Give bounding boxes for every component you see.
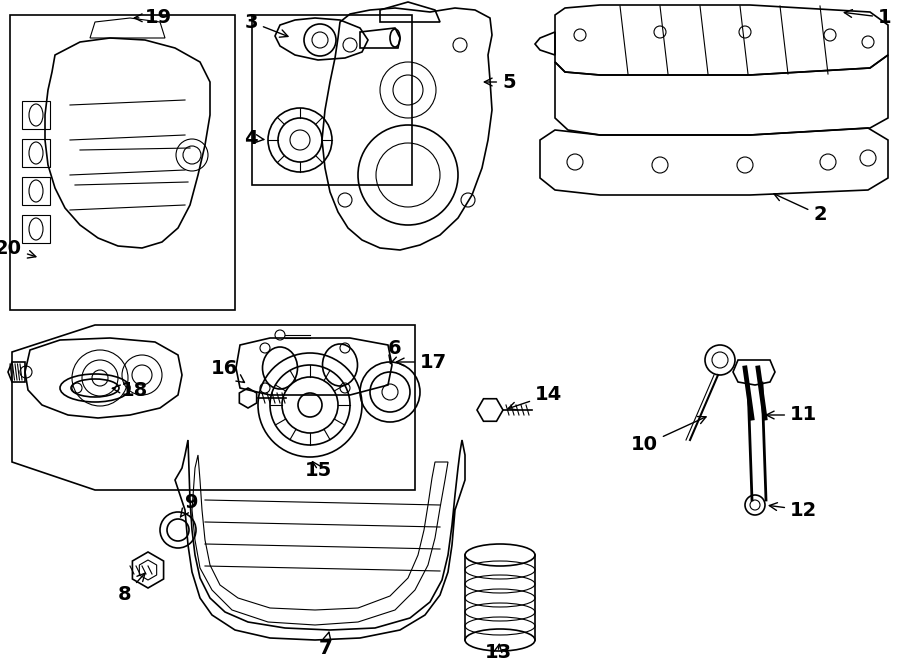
Text: 17: 17 bbox=[396, 352, 447, 371]
Text: 15: 15 bbox=[304, 461, 331, 479]
Text: 18: 18 bbox=[112, 381, 148, 399]
Text: 14: 14 bbox=[508, 385, 562, 410]
Text: 19: 19 bbox=[134, 8, 172, 27]
Text: 2: 2 bbox=[774, 194, 827, 225]
Text: 4: 4 bbox=[245, 128, 264, 147]
Text: 11: 11 bbox=[766, 405, 817, 424]
Text: 1: 1 bbox=[844, 8, 892, 27]
Text: 16: 16 bbox=[211, 358, 245, 383]
Text: 9: 9 bbox=[181, 492, 199, 517]
Text: 12: 12 bbox=[770, 500, 817, 520]
Text: 7: 7 bbox=[319, 632, 332, 658]
Text: 10: 10 bbox=[631, 416, 706, 455]
Text: 5: 5 bbox=[484, 73, 516, 91]
Text: 20: 20 bbox=[0, 239, 36, 258]
Text: 8: 8 bbox=[118, 573, 145, 605]
Text: 3: 3 bbox=[245, 13, 288, 37]
Text: 13: 13 bbox=[484, 642, 511, 661]
Text: 6: 6 bbox=[388, 338, 401, 364]
